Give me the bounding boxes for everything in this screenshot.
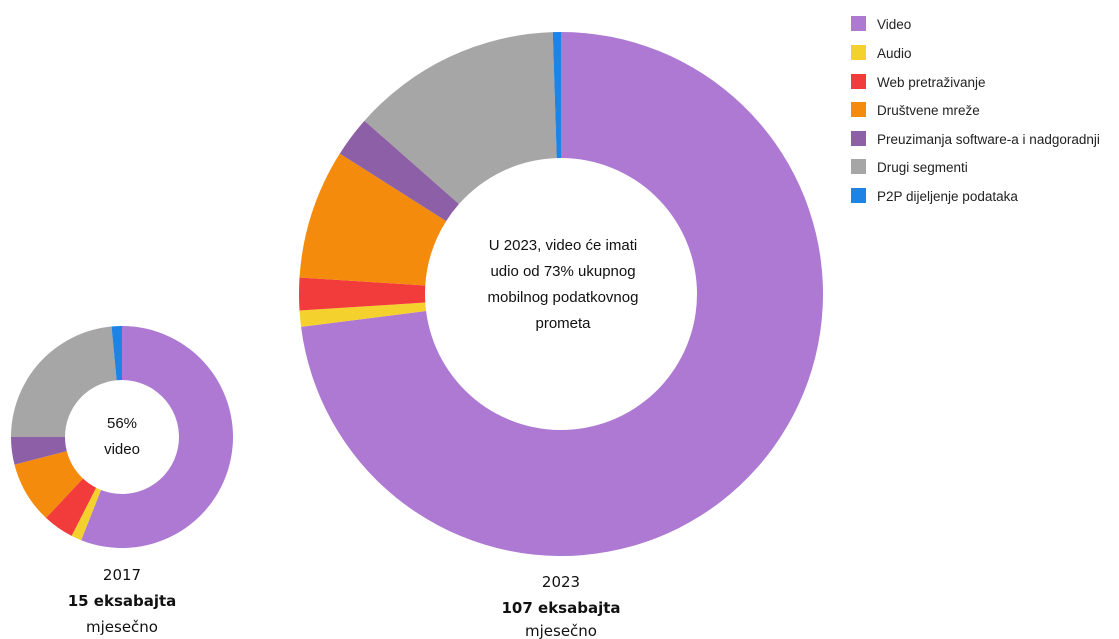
- legend-swatch-software: [851, 131, 866, 146]
- donut-2023-slice-preuzimanja-software-a-i-nadgoradnji: [339, 120, 459, 222]
- caption-2017-total: 15 eksabajta: [68, 592, 177, 610]
- donut-2023-slice-drustvene-mreze: [299, 153, 447, 286]
- caption-2017-year: 2017: [103, 566, 141, 584]
- donut-2023-center-line-3: mobilnog podatkovnog: [488, 289, 639, 306]
- donut-2023-slice-video: [301, 32, 824, 557]
- legend-swatch-audio: [851, 45, 866, 60]
- caption-2023-year: 2023: [542, 573, 580, 591]
- donut-2017-slice-drustvene-mreze: [14, 451, 83, 518]
- caption-2023-unit: mjesečno: [525, 622, 597, 639]
- legend-item-other: Drugi segmenti: [851, 159, 968, 175]
- legend-swatch-web: [851, 74, 866, 89]
- donut-2017-center-line-2: video: [104, 441, 140, 458]
- legend-item-audio: Audio: [851, 45, 912, 61]
- donut-2023-slice-drugi-segmenti: [364, 32, 557, 205]
- legend-swatch-p2p: [851, 188, 866, 203]
- donut-2017-slice-video: [81, 326, 234, 548]
- donut-2017-slice-preuzimanja-software-a-i-nadgoradnji: [11, 437, 67, 465]
- donut-2017-slice-web-pretrazivanje: [46, 478, 97, 536]
- legend-label-audio: Audio: [877, 46, 912, 61]
- donut-2017-center-line-1: 56%: [107, 415, 137, 432]
- donut-2023-center-line-4: prometa: [535, 315, 591, 332]
- legend-label-social: Društvene mreže: [877, 103, 980, 118]
- legend-item-p2p: P2P dijeljenje podataka: [851, 188, 1018, 204]
- donut-2023-slice-p2p-dijeljenje-podataka: [552, 32, 561, 159]
- legend-label-video: Video: [877, 17, 911, 32]
- donut-2023: U 2023, video će imati udio od 73% ukupn…: [299, 32, 824, 557]
- donut-2023-slice-web-pretrazivanje: [299, 277, 426, 311]
- legend-item-web: Web pretraživanje: [851, 74, 986, 90]
- legend-label-other: Drugi segmenti: [877, 160, 968, 175]
- legend-item-software: Preuzimanja software-a i nadgoradnji: [851, 131, 1100, 147]
- legend-label-software: Preuzimanja software-a i nadgoradnji: [877, 132, 1100, 147]
- donut-2017: 56% video: [11, 326, 234, 548]
- donut-2023-center-line-1: U 2023, video će imati: [489, 237, 637, 254]
- caption-2023-total: 107 eksabajta: [501, 599, 620, 617]
- caption-2017-unit: mjesečno: [86, 618, 158, 636]
- donut-2023-slice-audio: [299, 302, 427, 327]
- legend-swatch-video: [851, 16, 866, 31]
- legend-item-social: Društvene mreže: [851, 102, 980, 118]
- donut-2017-slice-audio: [71, 487, 102, 541]
- donut-2017-slice-drugi-segmenti: [11, 326, 117, 437]
- legend-label-web: Web pretraživanje: [877, 75, 986, 90]
- legend-item-video: Video: [851, 16, 911, 32]
- donut-2023-center-line-2: udio od 73% ukupnog: [490, 263, 635, 280]
- donut-2017-slice-p2p-dijeljenje-podataka: [111, 326, 122, 381]
- legend-swatch-other: [851, 159, 866, 174]
- legend: Video Audio Web pretraživanje Društvene …: [851, 16, 1100, 204]
- legend-label-p2p: P2P dijeljenje podataka: [877, 189, 1018, 204]
- legend-swatch-social: [851, 102, 866, 117]
